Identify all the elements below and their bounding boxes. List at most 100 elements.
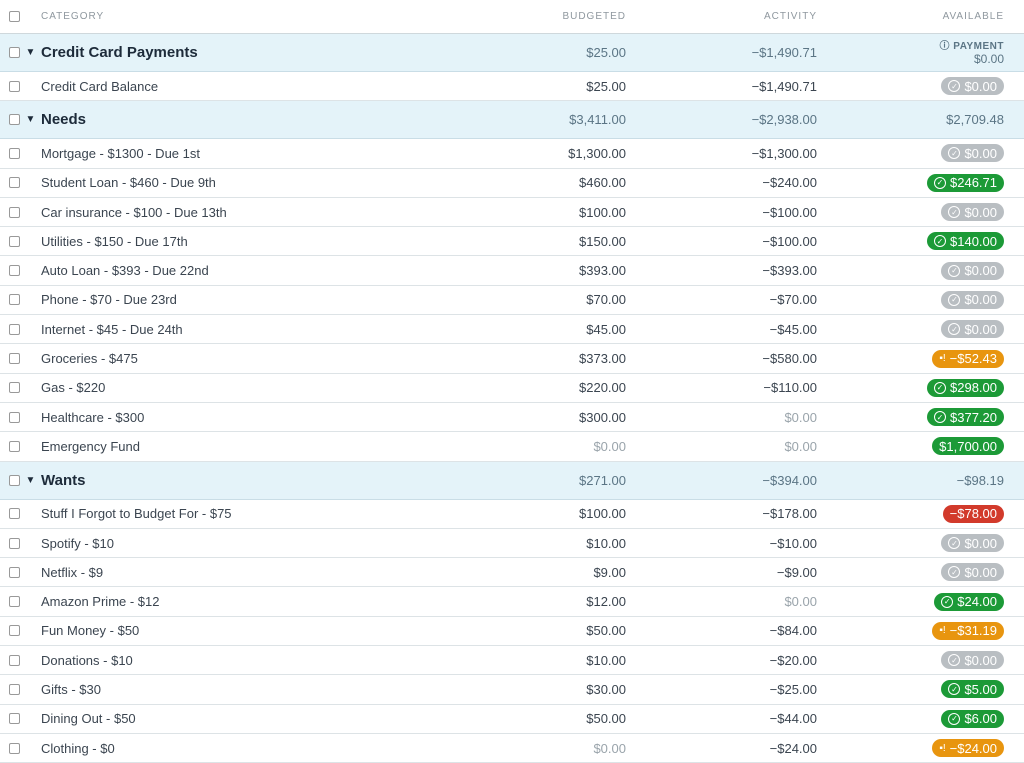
category-row[interactable]: Clothing - $0 $0.00 −$24.00 ▪! −$24.00 bbox=[0, 734, 1024, 763]
category-name[interactable]: Netflix - $9 bbox=[41, 564, 104, 580]
collapse-caret-icon[interactable]: ▼ bbox=[25, 47, 36, 58]
budgeted-amount[interactable]: $1,300.00 bbox=[568, 145, 626, 161]
category-name[interactable]: Car insurance - $100 - Due 13th bbox=[41, 204, 227, 220]
budgeted-amount[interactable]: $150.00 bbox=[579, 233, 626, 249]
activity-amount[interactable]: $0.00 bbox=[784, 409, 817, 425]
activity-amount[interactable]: −$178.00 bbox=[762, 506, 817, 522]
activity-amount[interactable]: −$10.00 bbox=[769, 535, 817, 551]
category-checkbox[interactable] bbox=[9, 294, 20, 306]
available-pill[interactable]: ✓ $6.00 bbox=[941, 709, 1004, 728]
category-row[interactable]: Student Loan - $460 - Due 9th $460.00 −$24… bbox=[0, 169, 1024, 198]
category-name[interactable]: Amazon Prime - $12 bbox=[41, 594, 160, 610]
category-checkbox[interactable] bbox=[9, 323, 20, 335]
category-row[interactable]: Spotify - $10 $10.00 −$10.00 ✓ $0.00 bbox=[0, 529, 1024, 559]
category-checkbox[interactable] bbox=[9, 654, 20, 666]
category-checkbox[interactable] bbox=[9, 411, 20, 423]
available-pill[interactable]: ✓ $140.00 bbox=[927, 232, 1004, 251]
category-row[interactable]: Gifts - $30 $30.00 −$25.00 ✓ $5.00 bbox=[0, 675, 1024, 705]
activity-amount[interactable]: −$44.00 bbox=[769, 711, 817, 727]
activity-amount[interactable]: −$580.00 bbox=[762, 351, 817, 367]
category-name[interactable]: Fun Money - $50 bbox=[41, 623, 140, 639]
select-all-checkbox[interactable] bbox=[9, 11, 20, 22]
budgeted-amount[interactable]: $300.00 bbox=[579, 409, 626, 425]
budgeted-amount[interactable]: $50.00 bbox=[586, 623, 626, 639]
activity-amount[interactable]: −$393.00 bbox=[762, 263, 817, 279]
category-row[interactable]: Utilities - $150 - Due 17th $150.00 −$100.… bbox=[0, 227, 1024, 257]
available-pill[interactable]: ✓ $0.00 bbox=[941, 651, 1004, 670]
group-budgeted[interactable]: $25.00 bbox=[586, 45, 626, 60]
category-row[interactable]: Mortgage - $1300 - Due 1st $1,300.00 −$1,3… bbox=[0, 139, 1024, 169]
category-checkbox[interactable] bbox=[9, 382, 20, 394]
available-pill[interactable]: ▪! −$24.00 bbox=[932, 739, 1004, 758]
category-row[interactable]: Fun Money - $50 $50.00 −$84.00 ▪! −$31.19 bbox=[0, 617, 1024, 647]
activity-amount[interactable]: −$240.00 bbox=[762, 175, 817, 191]
category-name[interactable]: Clothing - $0 bbox=[41, 740, 115, 756]
activity-amount[interactable]: −$84.00 bbox=[769, 623, 817, 639]
category-row[interactable]: Internet - $45 - Due 24th $45.00 −$45.00 ✓ $… bbox=[0, 315, 1024, 345]
group-name[interactable]: Wants bbox=[41, 471, 86, 489]
category-checkbox[interactable] bbox=[9, 440, 20, 452]
available-pill[interactable]: ✓ $0.00 bbox=[941, 261, 1004, 280]
category-name[interactable]: Gifts - $30 bbox=[41, 681, 101, 697]
category-name[interactable]: Internet - $45 - Due 24th bbox=[41, 321, 183, 337]
activity-amount[interactable]: −$25.00 bbox=[769, 681, 817, 697]
available-pill[interactable]: −$78.00 bbox=[942, 504, 1004, 523]
category-checkbox[interactable] bbox=[9, 537, 20, 549]
budgeted-amount[interactable]: $30.00 bbox=[586, 681, 626, 697]
activity-amount[interactable]: −$1,300.00 bbox=[751, 145, 817, 161]
available-pill[interactable]: ✓ $0.00 bbox=[941, 563, 1004, 582]
help-icon[interactable]: ⓘ bbox=[939, 40, 954, 52]
category-checkbox[interactable] bbox=[9, 596, 20, 608]
category-row[interactable]: Auto Loan - $393 - Due 22nd $393.00 −$393.… bbox=[0, 256, 1024, 286]
available-pill[interactable]: ✓ $0.00 bbox=[941, 203, 1004, 222]
category-checkbox[interactable] bbox=[9, 683, 20, 695]
budgeted-amount[interactable]: $25.00 bbox=[586, 78, 626, 94]
activity-amount[interactable]: −$70.00 bbox=[769, 292, 817, 308]
budgeted-amount[interactable]: $45.00 bbox=[586, 321, 626, 337]
category-group-row[interactable]: ▼ Needs $3,411.00 −$2,938.00 $2,709.48 bbox=[0, 101, 1024, 140]
activity-amount[interactable]: −$45.00 bbox=[769, 321, 817, 337]
available-pill[interactable]: ▪! −$52.43 bbox=[932, 349, 1004, 368]
activity-amount[interactable]: $0.00 bbox=[784, 438, 817, 454]
group-checkbox[interactable] bbox=[9, 47, 20, 58]
activity-amount[interactable]: −$1,490.71 bbox=[751, 78, 817, 94]
budgeted-amount[interactable]: $460.00 bbox=[579, 175, 626, 191]
group-budgeted[interactable]: $271.00 bbox=[579, 472, 626, 488]
category-name[interactable]: Gas - $220 bbox=[41, 380, 106, 396]
category-row[interactable]: Donations - $10 $10.00 −$20.00 ✓ $0.00 bbox=[0, 646, 1024, 676]
category-checkbox[interactable] bbox=[9, 742, 20, 754]
category-name[interactable]: Spotify - $10 bbox=[41, 535, 114, 551]
category-name[interactable]: Stuff I Forgot to Budget For - $75 bbox=[41, 506, 232, 522]
category-checkbox[interactable] bbox=[9, 206, 20, 218]
category-checkbox[interactable] bbox=[9, 177, 20, 189]
category-name[interactable]: Healthcare - $300 bbox=[41, 409, 145, 425]
budgeted-amount[interactable]: $100.00 bbox=[579, 506, 626, 522]
group-checkbox[interactable] bbox=[9, 474, 20, 486]
budgeted-amount[interactable]: $12.00 bbox=[586, 594, 626, 610]
available-pill[interactable]: $1,700.00 bbox=[932, 437, 1004, 456]
header-category[interactable]: CATEGORY bbox=[41, 11, 105, 22]
category-row[interactable]: Netflix - $9 $9.00 −$9.00 ✓ $0.00 bbox=[0, 558, 1024, 588]
category-row[interactable]: Car insurance - $100 - Due 13th $100.00 −$… bbox=[0, 198, 1024, 228]
category-name[interactable]: Groceries - $475 bbox=[41, 351, 138, 367]
budgeted-amount[interactable]: $393.00 bbox=[579, 263, 626, 279]
category-name[interactable]: Utilities - $150 - Due 17th bbox=[41, 233, 188, 249]
category-name[interactable]: Donations - $10 bbox=[41, 652, 133, 668]
activity-amount[interactable]: −$100.00 bbox=[762, 204, 817, 220]
category-checkbox[interactable] bbox=[9, 566, 20, 578]
category-row[interactable]: Dining Out - $50 $50.00 −$44.00 ✓ $6.00 bbox=[0, 705, 1024, 734]
available-pill[interactable]: ✓ $298.00 bbox=[927, 378, 1004, 397]
category-checkbox[interactable] bbox=[9, 625, 20, 637]
category-row[interactable]: Phone - $70 - Due 23rd $70.00 −$70.00 ✓ $0.0… bbox=[0, 286, 1024, 316]
budgeted-amount[interactable]: $50.00 bbox=[586, 711, 626, 727]
budgeted-amount[interactable]: $70.00 bbox=[586, 292, 626, 308]
category-group-row[interactable]: ▼ Credit Card Payments $25.00 −$1,490.71 ⓘ P… bbox=[0, 34, 1024, 72]
activity-amount[interactable]: −$110.00 bbox=[763, 380, 817, 396]
available-pill[interactable]: ✓ $5.00 bbox=[941, 680, 1004, 699]
budgeted-amount[interactable]: $10.00 bbox=[586, 652, 626, 668]
category-name[interactable]: Dining Out - $50 bbox=[41, 711, 136, 727]
available-pill[interactable]: ✓ $246.71 bbox=[927, 173, 1004, 192]
category-group-row[interactable]: ▼ Wants $271.00 −$394.00 −$98.19 bbox=[0, 461, 1024, 500]
category-name[interactable]: Credit Card Balance bbox=[41, 78, 159, 94]
activity-amount[interactable]: −$9.00 bbox=[776, 564, 817, 580]
